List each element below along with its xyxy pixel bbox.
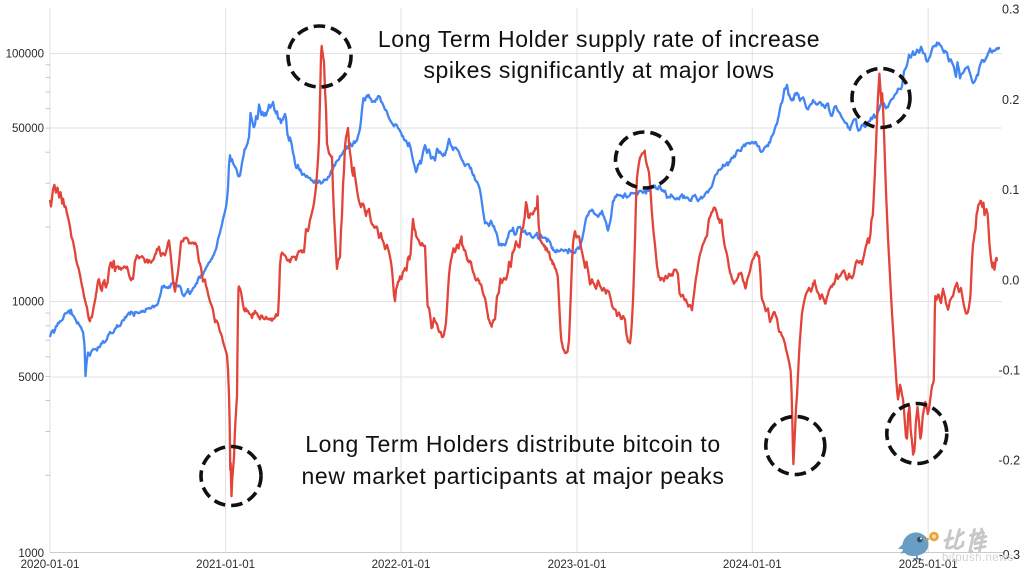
svg-text:50000: 50000 — [12, 123, 44, 135]
svg-text:1000: 1000 — [18, 548, 44, 560]
svg-text:-0.3: -0.3 — [999, 548, 1021, 562]
svg-text:-0.1: -0.1 — [999, 364, 1021, 378]
svg-text:new market participants at maj: new market participants at major peaks — [302, 463, 725, 489]
svg-text:2024-01-01: 2024-01-01 — [723, 559, 782, 571]
svg-text:2022-01-01: 2022-01-01 — [372, 559, 431, 571]
svg-text:10000: 10000 — [12, 296, 44, 308]
svg-text:Long Term Holders distribute b: Long Term Holders distribute bitcoin to — [305, 431, 720, 457]
svg-text:100000: 100000 — [6, 48, 44, 60]
svg-text:0.1: 0.1 — [1002, 183, 1019, 197]
svg-text:2021-01-01: 2021-01-01 — [196, 559, 255, 571]
svg-text:0.3: 0.3 — [1002, 3, 1019, 17]
svg-text:Long Term Holder supply rate o: Long Term Holder supply rate of increase — [378, 26, 820, 52]
svg-text:2023-01-01: 2023-01-01 — [548, 559, 607, 571]
svg-text:spikes significantly at major: spikes significantly at major lows — [423, 57, 774, 83]
svg-text:2020-01-01: 2020-01-01 — [21, 559, 80, 571]
svg-text:bitpush.news: bitpush.news — [942, 552, 1014, 564]
svg-text:5000: 5000 — [18, 372, 44, 384]
svg-text:-0.2: -0.2 — [999, 454, 1021, 468]
svg-text:0.0: 0.0 — [1002, 274, 1019, 288]
svg-text:2025-01-01: 2025-01-01 — [899, 559, 958, 571]
svg-text:0.2: 0.2 — [1002, 93, 1019, 107]
